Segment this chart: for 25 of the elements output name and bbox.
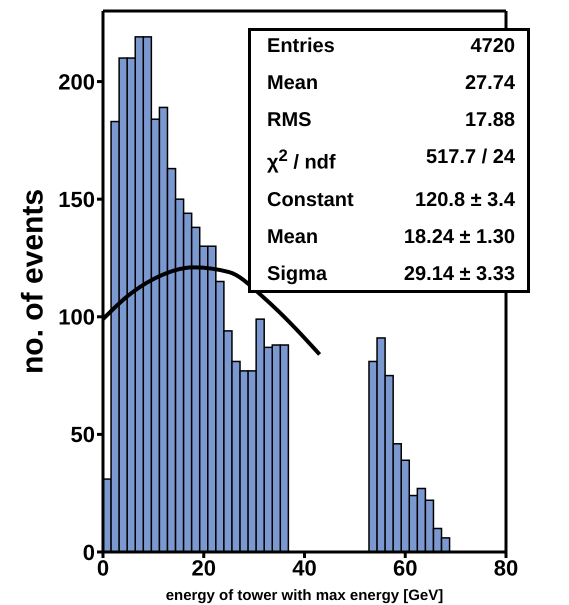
annotation: Entries	[267, 35, 335, 58]
annotation: 27.74	[464, 72, 515, 96]
annotation: Sigma	[267, 262, 328, 286]
y-tick-label: 50	[70, 422, 95, 448]
annotation: χ$^{2}$ / ndf	[267, 146, 336, 175]
x-tick-label: 60	[393, 556, 418, 581]
annotation: 29.14 ± 3.33	[404, 262, 515, 286]
annotation: 4720	[470, 35, 515, 58]
y-axis-title: no. of events	[16, 188, 50, 374]
annotation: 120.8 ± 3.4	[415, 188, 515, 212]
x-tick-label: 80	[494, 556, 518, 581]
y-tick-label: 100	[58, 304, 95, 330]
annotation: Mean	[267, 72, 318, 96]
y-tick-label: 150	[58, 186, 95, 212]
annotation: Constant	[267, 188, 354, 212]
annotation: 17.88	[464, 109, 515, 132]
annotation: Mean	[267, 226, 318, 249]
y-tick-label: 0	[82, 540, 95, 565]
x-tick-label: 20	[192, 556, 216, 581]
x-axis-title: energy of tower with max energy [GeV]	[166, 587, 444, 604]
x-tick-label: 40	[292, 556, 317, 581]
annotation: 517.7 / 24	[426, 146, 515, 170]
annotation: RMS	[267, 109, 312, 132]
annotation: 18.24 ± 1.30	[404, 226, 515, 249]
y-tick-label: 200	[58, 69, 95, 94]
